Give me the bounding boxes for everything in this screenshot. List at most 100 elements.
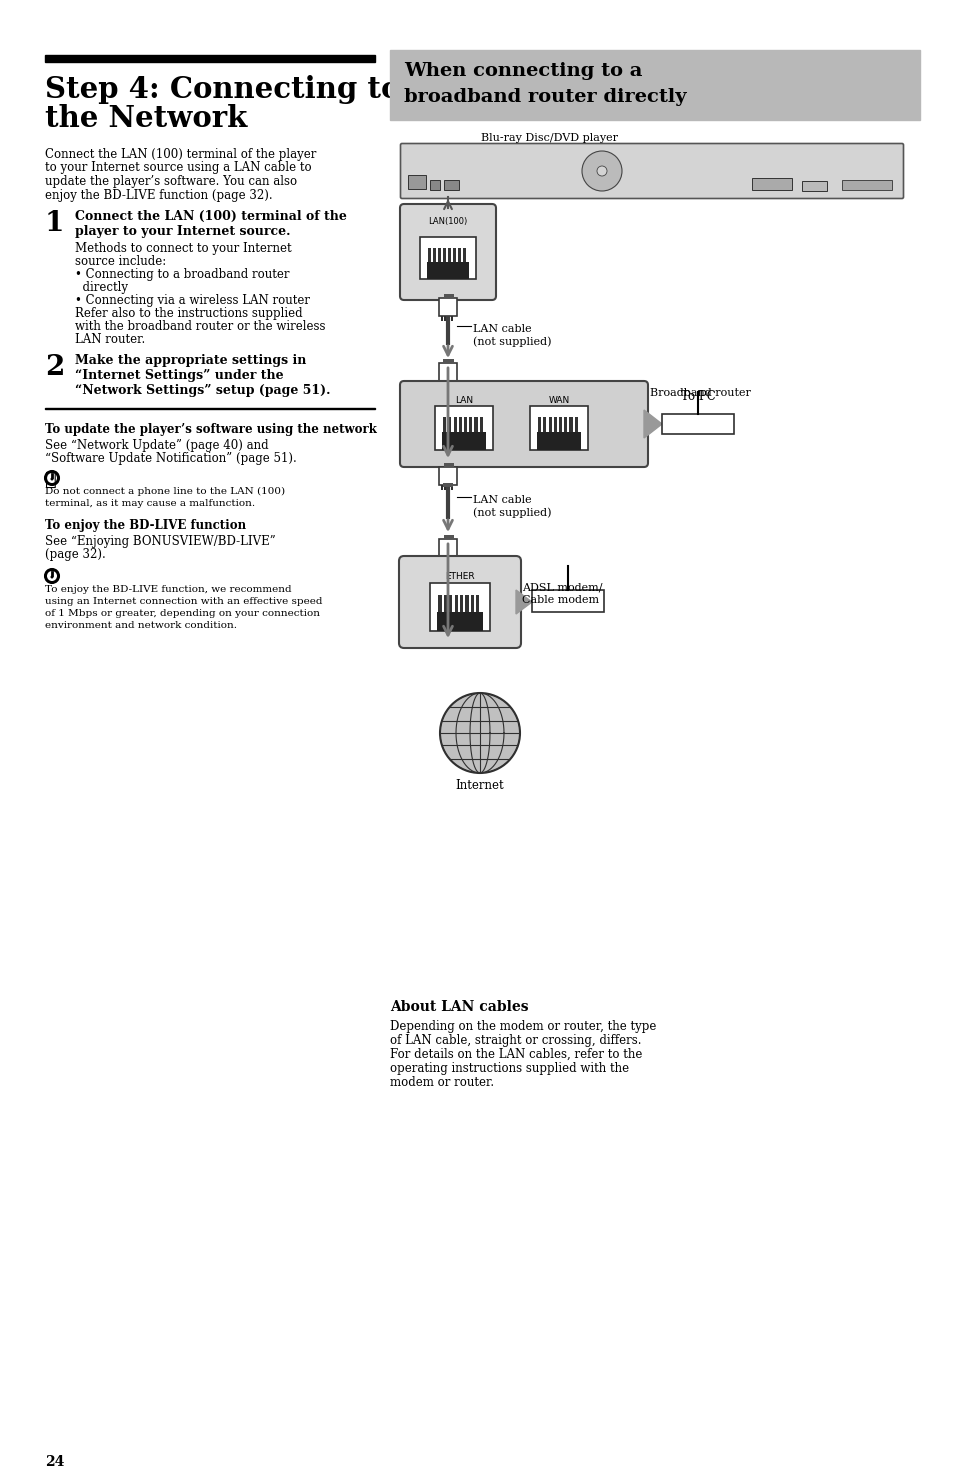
Bar	[427, 248, 431, 262]
Bar	[45, 55, 375, 62]
Text: LAN router.: LAN router.	[75, 334, 145, 346]
Bar	[448, 316, 450, 320]
Circle shape	[51, 478, 53, 480]
Text: (page 32).: (page 32).	[45, 549, 106, 561]
Text: LAN cable: LAN cable	[473, 323, 531, 334]
Text: the Network: the Network	[45, 104, 247, 133]
Bar	[443, 381, 446, 386]
Text: of 1 Mbps or greater, depending on your connection: of 1 Mbps or greater, depending on your …	[45, 610, 319, 618]
Bar	[458, 417, 461, 433]
Text: source include:: source include:	[75, 255, 166, 268]
Text: • Connecting via a wireless LAN router: • Connecting via a wireless LAN router	[75, 294, 310, 307]
Text: Do not connect a phone line to the LAN (100): Do not connect a phone line to the LAN (…	[45, 486, 285, 497]
Bar	[448, 558, 450, 562]
Text: update the player’s software. You can also: update the player’s software. You can al…	[45, 175, 296, 188]
Bar	[479, 417, 482, 433]
Text: To enjoy the BD-LIVE function: To enjoy the BD-LIVE function	[45, 519, 246, 532]
Bar	[437, 248, 440, 262]
Text: Methods to connect to your Internet: Methods to connect to your Internet	[75, 242, 292, 255]
Bar	[751, 178, 791, 190]
Bar	[462, 248, 466, 262]
Polygon shape	[516, 590, 532, 614]
Bar	[451, 485, 453, 489]
Bar	[443, 463, 454, 467]
Bar	[443, 535, 454, 538]
Bar	[532, 590, 603, 612]
Text: Internet: Internet	[456, 779, 504, 792]
Text: 24: 24	[45, 1455, 64, 1470]
Bar	[442, 483, 453, 486]
Text: LAN: LAN	[455, 396, 473, 405]
Text: with the broadband router or the wireless: with the broadband router or the wireles…	[75, 320, 325, 334]
Bar	[443, 595, 447, 612]
Bar	[463, 417, 467, 433]
Bar	[390, 50, 919, 120]
Bar	[426, 262, 469, 279]
Text: modem or router.: modem or router.	[390, 1077, 494, 1089]
Bar	[574, 417, 578, 433]
Text: to your Internet source using a LAN cable to: to your Internet source using a LAN cabl…	[45, 162, 312, 175]
Text: 2: 2	[45, 354, 64, 381]
Bar	[442, 248, 445, 262]
Text: Connect the LAN (100) terminal of the: Connect the LAN (100) terminal of the	[75, 211, 347, 222]
Polygon shape	[643, 409, 661, 437]
Bar	[563, 417, 567, 433]
Bar	[801, 181, 826, 191]
Bar	[553, 417, 557, 433]
Bar	[443, 295, 454, 298]
Text: • Connecting to a broadband router: • Connecting to a broadband router	[75, 268, 289, 280]
Bar	[451, 558, 453, 562]
Circle shape	[47, 473, 57, 483]
Text: “Network Settings” setup (page 51).: “Network Settings” setup (page 51).	[75, 384, 330, 397]
Text: Connect the LAN (100) terminal of the player: Connect the LAN (100) terminal of the pl…	[45, 148, 316, 162]
Text: See “Enjoying BONUSVIEW/BD-LIVE”: See “Enjoying BONUSVIEW/BD-LIVE”	[45, 535, 275, 549]
Text: ADSL modem/: ADSL modem/	[521, 583, 602, 593]
Circle shape	[47, 571, 57, 581]
Text: ☉: ☉	[45, 472, 56, 489]
Bar	[569, 417, 572, 433]
Text: directly: directly	[75, 280, 128, 294]
Text: To enjoy the BD-LIVE function, we recommend: To enjoy the BD-LIVE function, we recomm…	[45, 584, 292, 595]
Text: See “Network Update” (page 40) and: See “Network Update” (page 40) and	[45, 439, 269, 452]
Text: broadband router directly: broadband router directly	[403, 87, 686, 105]
Text: “Software Update Notification” (page 51).: “Software Update Notification” (page 51)…	[45, 452, 296, 466]
Text: 1: 1	[45, 211, 64, 237]
Text: Depending on the modem or router, the type: Depending on the modem or router, the ty…	[390, 1020, 656, 1034]
Text: Make the appropriate settings in: Make the appropriate settings in	[75, 354, 306, 366]
Text: To update the player’s software using the network: To update the player’s software using th…	[45, 423, 376, 436]
Bar	[430, 179, 439, 190]
Bar	[451, 381, 453, 386]
Bar	[442, 359, 453, 363]
Bar	[453, 417, 456, 433]
Bar	[537, 433, 580, 449]
Bar	[543, 417, 546, 433]
Bar	[448, 485, 450, 489]
Bar	[453, 248, 456, 262]
Circle shape	[597, 166, 606, 176]
Bar	[438, 467, 456, 485]
Text: (not supplied): (not supplied)	[473, 337, 551, 347]
Bar	[433, 248, 436, 262]
Bar	[443, 359, 454, 363]
Bar	[448, 417, 451, 433]
Bar	[548, 417, 551, 433]
Text: enjoy the BD-LIVE function (page 32).: enjoy the BD-LIVE function (page 32).	[45, 188, 273, 202]
FancyBboxPatch shape	[398, 556, 520, 648]
Bar	[436, 612, 482, 630]
Text: Broadband router: Broadband router	[649, 389, 750, 397]
Bar	[469, 417, 472, 433]
Text: About LAN cables: About LAN cables	[390, 1000, 528, 1014]
Text: To PC: To PC	[679, 390, 715, 403]
Bar	[438, 298, 456, 316]
Circle shape	[581, 151, 621, 191]
Circle shape	[51, 575, 53, 578]
Bar	[443, 558, 446, 562]
Text: operating instructions supplied with the: operating instructions supplied with the	[390, 1062, 628, 1075]
Bar	[457, 248, 460, 262]
Text: WAN: WAN	[548, 396, 569, 405]
Bar	[443, 316, 446, 320]
Bar	[455, 595, 457, 612]
Bar	[841, 179, 891, 190]
Text: LAN cable: LAN cable	[473, 495, 531, 506]
Circle shape	[439, 693, 519, 773]
